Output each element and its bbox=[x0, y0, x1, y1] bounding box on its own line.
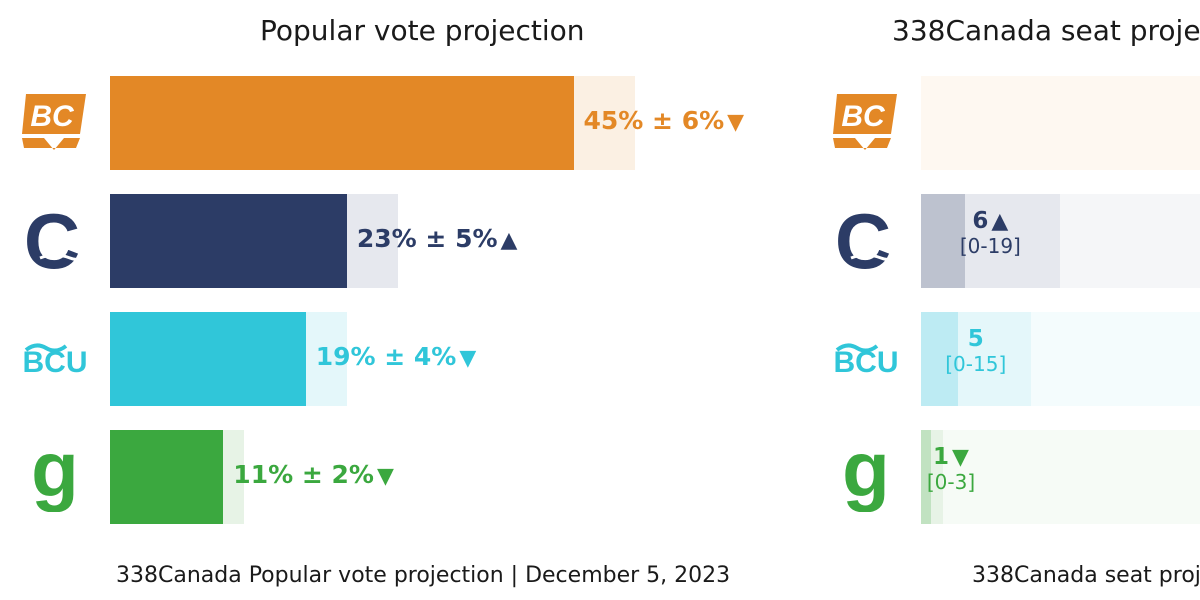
range-band bbox=[921, 312, 1031, 406]
seat-bar bbox=[921, 194, 965, 288]
trend-down-icon: ▼ bbox=[952, 445, 969, 470]
seat-projection-title: 338Canada seat projecti bbox=[892, 14, 1200, 47]
trend-down-icon: ▼ bbox=[727, 110, 745, 135]
seat-value: 6 ▲ bbox=[901, 208, 1080, 234]
bar bbox=[110, 312, 306, 406]
seat-count: 6 bbox=[972, 208, 989, 234]
label-text: 11% ± 2% bbox=[233, 460, 374, 489]
seat-bar bbox=[921, 312, 958, 406]
seat-value: 1 ▼ bbox=[901, 444, 1001, 470]
seat-range: [0-3] bbox=[926, 470, 976, 494]
conservative-c-mountain-logo: C bbox=[831, 197, 901, 285]
seat-range: [0-19] bbox=[959, 234, 1021, 258]
seat-count: 5 bbox=[967, 326, 984, 352]
popular-vote-footer: 338Canada Popular vote projection | Dece… bbox=[116, 563, 731, 588]
seat-label: 5 [0-15] bbox=[901, 326, 1051, 376]
row-background bbox=[921, 76, 1200, 170]
seat-range: [0-15] bbox=[945, 352, 1007, 376]
bc-ndp-sunrise-logo: BC bbox=[20, 88, 90, 158]
bar bbox=[110, 76, 574, 170]
svg-text:g: g bbox=[31, 442, 79, 512]
row-background bbox=[921, 430, 1200, 524]
range-band bbox=[921, 194, 1060, 288]
bar bbox=[110, 194, 347, 288]
trend-up-icon: ▲ bbox=[991, 209, 1009, 234]
conservative-c-mountain-logo: C bbox=[20, 197, 90, 285]
seat-label: 1 ▼ [0-3] bbox=[901, 444, 1001, 494]
label-text: 45% ± 6% bbox=[583, 106, 725, 135]
label-text: 19% ± 4% bbox=[315, 342, 457, 371]
data-label: 19% ± 4% ▼ bbox=[316, 342, 477, 371]
label-text: 23% ± 5% bbox=[356, 224, 498, 253]
green-g-logo: g bbox=[20, 425, 90, 513]
bc-united-wave-logo: BCU bbox=[831, 324, 901, 394]
svg-text:g: g bbox=[842, 442, 890, 512]
bc-ndp-sunrise-logo: BC bbox=[831, 88, 901, 158]
data-label: 45% ± 6% ▼ bbox=[584, 106, 745, 135]
trend-down-icon: ▼ bbox=[376, 464, 394, 489]
seat-count: 1 bbox=[933, 444, 950, 470]
seat-bar bbox=[921, 430, 931, 524]
svg-text:C: C bbox=[24, 206, 80, 276]
range-band bbox=[921, 430, 943, 524]
seat-value: 5 bbox=[901, 326, 1051, 352]
svg-text:C: C bbox=[835, 206, 891, 276]
green-g-logo: g bbox=[831, 425, 901, 513]
svg-text:BC: BC bbox=[841, 100, 886, 133]
data-label: 11% ± 2% ▼ bbox=[233, 460, 394, 489]
bc-united-wave-logo: BCU bbox=[20, 324, 90, 394]
seat-label: 6 ▲ [0-19] bbox=[901, 208, 1080, 258]
bar bbox=[110, 430, 224, 524]
trend-up-icon: ▲ bbox=[500, 228, 518, 253]
popular-vote-title: Popular vote projection bbox=[260, 14, 585, 47]
data-label: 23% ± 5% ▲ bbox=[357, 224, 518, 253]
svg-text:BC: BC bbox=[30, 100, 75, 133]
trend-down-icon: ▼ bbox=[459, 346, 477, 371]
seat-projection-footer: 338Canada seat proje bbox=[972, 563, 1200, 588]
